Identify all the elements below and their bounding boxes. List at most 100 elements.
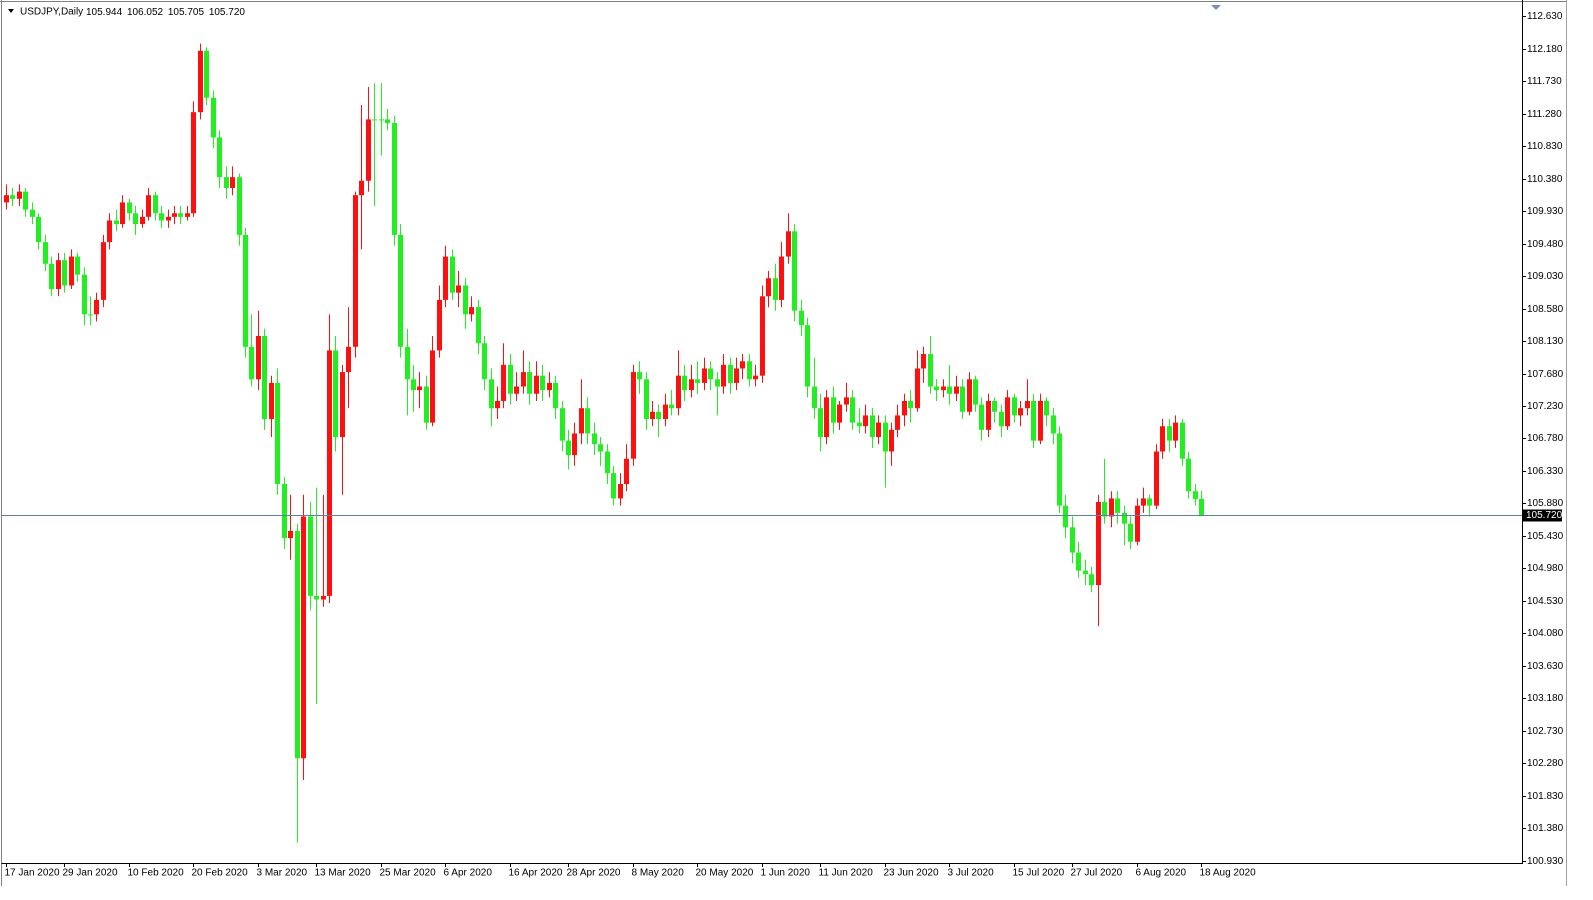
candle-body — [450, 256, 455, 293]
candle-body — [301, 516, 306, 759]
candle-body — [1031, 400, 1036, 441]
candle-body — [818, 408, 823, 438]
candle-body — [10, 195, 15, 199]
candle-body — [682, 375, 687, 391]
candle-body — [799, 310, 804, 326]
candle-body — [967, 379, 972, 412]
candle-body — [49, 263, 54, 290]
x-tick-label: 28 Apr 2020 — [567, 868, 621, 879]
candle-body — [553, 382, 558, 409]
candle-body — [282, 483, 287, 539]
candle-body — [1128, 523, 1133, 542]
candle-body — [172, 213, 177, 217]
candle-body — [275, 382, 280, 484]
candle-body — [392, 123, 397, 235]
candle-body — [88, 314, 93, 316]
candle-body — [1038, 400, 1043, 441]
candle-body — [921, 354, 926, 369]
x-tick-label: 10 Feb 2020 — [128, 868, 185, 879]
x-tick-label: 6 Aug 2020 — [1136, 868, 1187, 879]
candle-body — [928, 354, 933, 387]
y-tick-label: 110.380 — [1527, 174, 1563, 185]
candle-body — [178, 213, 183, 217]
candle-body — [805, 325, 810, 387]
candle-body — [198, 50, 203, 113]
candle-body — [721, 364, 726, 387]
y-tick-label: 111.280 — [1527, 109, 1562, 120]
candle-body — [857, 422, 862, 427]
candle-body — [986, 400, 991, 430]
candle-body — [75, 256, 80, 275]
candle-body — [1005, 397, 1010, 427]
candle-body — [1115, 498, 1120, 513]
header-low: 105.705 — [168, 7, 205, 18]
y-tick-label: 104.080 — [1527, 628, 1564, 639]
candle-body — [521, 372, 526, 387]
candle-body — [863, 415, 868, 427]
y-tick-label: 105.430 — [1527, 531, 1564, 542]
y-tick-label: 102.730 — [1527, 726, 1564, 737]
y-tick-label: 108.130 — [1527, 336, 1564, 347]
candle-body — [411, 379, 416, 391]
candle-body — [1018, 408, 1023, 416]
candle-body — [585, 408, 590, 434]
candle-body — [1154, 451, 1159, 506]
candle-body — [954, 386, 959, 394]
candle-body — [837, 404, 842, 423]
candle-body — [915, 368, 920, 409]
candle-body — [779, 256, 784, 300]
candle-body — [308, 516, 313, 596]
candle-body — [708, 368, 713, 380]
candle-body — [999, 411, 1004, 427]
candle-body — [463, 285, 468, 315]
candle-body — [417, 386, 422, 391]
candle-body — [4, 195, 9, 203]
current-price-box — [1523, 509, 1562, 522]
shift-marker[interactable] — [1211, 5, 1221, 10]
candle-body — [482, 343, 487, 380]
x-tick-label: 16 Apr 2020 — [509, 868, 563, 879]
candle-body — [366, 119, 371, 181]
candle-body — [883, 422, 888, 452]
x-tick-label: 20 May 2020 — [696, 868, 754, 879]
candle-body — [702, 368, 707, 383]
header-open: 105.944 — [86, 7, 123, 18]
symbol-menu-arrow[interactable] — [8, 9, 14, 13]
candle-body — [618, 483, 623, 499]
candle-body — [501, 364, 506, 401]
candle-body — [1199, 498, 1204, 516]
x-tick-label: 23 Jun 2020 — [884, 868, 939, 879]
candle-body — [1057, 433, 1062, 506]
y-tick-label: 103.630 — [1527, 661, 1564, 672]
candle-body — [566, 440, 571, 456]
candle-body — [288, 530, 293, 539]
candle-body — [592, 433, 597, 445]
y-tick-label: 102.280 — [1527, 758, 1564, 769]
candle-body — [314, 595, 319, 600]
candle-body — [734, 368, 739, 383]
candle-body — [353, 195, 358, 347]
candle-body — [844, 397, 849, 405]
candle-body — [1012, 397, 1017, 416]
candle-body — [889, 429, 894, 452]
candle-body — [340, 372, 345, 438]
candle-body — [656, 411, 661, 420]
candle-body — [256, 335, 261, 380]
candle-body — [249, 346, 254, 380]
candle-body — [514, 386, 519, 394]
candle-body — [333, 350, 338, 438]
y-tick-label: 109.930 — [1527, 206, 1564, 217]
y-tick-label: 107.230 — [1527, 401, 1564, 412]
y-tick-label: 112.180 — [1527, 44, 1563, 55]
candle-body — [960, 386, 965, 412]
candle-body — [1089, 574, 1094, 586]
y-tick-label: 107.680 — [1527, 369, 1564, 380]
candle-body — [443, 256, 448, 300]
candle-body — [850, 397, 855, 423]
candle-body — [895, 415, 900, 430]
x-tick-label: 1 Jun 2020 — [761, 868, 811, 879]
candle-body — [230, 177, 235, 188]
ohlc-header: 105.944 106.052 105.705 105.720 — [86, 7, 245, 18]
candle-body — [947, 386, 952, 394]
candle-body — [140, 216, 145, 225]
